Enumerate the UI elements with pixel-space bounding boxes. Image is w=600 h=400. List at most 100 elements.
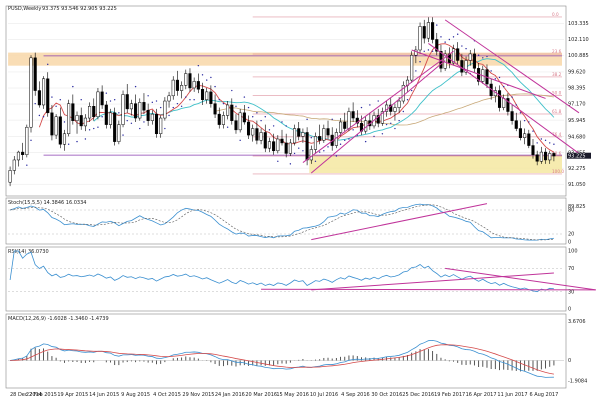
- psar-dot: [47, 63, 49, 66]
- candle-body: [410, 54, 414, 81]
- candle-body: [188, 73, 192, 89]
- candle-body: [309, 149, 313, 161]
- candle: [259, 128, 263, 145]
- candle: [221, 111, 225, 129]
- fib-level-label: 23.6: [552, 49, 562, 54]
- candle: [506, 93, 510, 116]
- candle: [464, 56, 468, 75]
- trend-line: [444, 19, 580, 114]
- candle-body: [159, 117, 163, 135]
- psar-dot: [34, 102, 36, 105]
- psar-dot: [364, 140, 367, 143]
- candle-body: [246, 121, 251, 136]
- candle-body: [96, 91, 100, 117]
- candle-body: [531, 145, 535, 155]
- rsi-label: RSI(14) 36.0730: [8, 249, 49, 255]
- candle: [33, 52, 37, 96]
- candle: [552, 152, 556, 162]
- candle: [431, 17, 435, 44]
- psar-dot: [59, 99, 61, 101]
- psar-dot: [452, 36, 455, 38]
- time-tick-label: 28 Dec 2014: [10, 392, 42, 398]
- candle: [226, 101, 230, 120]
- macd-tick-label: -1.9084: [568, 378, 587, 384]
- candle: [280, 129, 284, 146]
- candle: [263, 124, 267, 153]
- macd-label: MACD(12,26,9) -1.6028 -1.3460 -1.4739: [8, 316, 109, 322]
- candle-body: [108, 112, 113, 125]
- candle-body: [50, 112, 54, 136]
- candle-body: [523, 133, 527, 138]
- candle-body: [339, 121, 343, 133]
- chart-title: PUSD,Weekly: [8, 6, 41, 12]
- stoch-tick-label: 0: [568, 240, 571, 246]
- candle: [167, 91, 171, 108]
- candle-body: [451, 48, 456, 64]
- candle-body: [88, 106, 92, 119]
- psar-dot: [486, 55, 488, 58]
- stoch-panel-frame: [5, 197, 567, 245]
- candle: [276, 135, 280, 154]
- candle: [326, 120, 330, 140]
- candle-body: [322, 128, 326, 141]
- candle-body: [129, 103, 133, 110]
- psar-dot: [239, 139, 241, 142]
- psar-dot: [185, 96, 187, 98]
- psar-dot: [327, 146, 329, 148]
- fib-level-label: 100.0: [552, 169, 564, 174]
- price-tick-label: 91.050: [568, 182, 586, 188]
- candle-body: [192, 81, 196, 89]
- fib-level-label: 61.8: [552, 109, 562, 114]
- psar-dot: [38, 114, 41, 117]
- psar-dot: [30, 139, 32, 142]
- psar-dot: [243, 96, 246, 98]
- candle: [510, 104, 514, 125]
- candle: [209, 85, 213, 108]
- candle-body: [276, 138, 280, 152]
- psar-dot: [302, 150, 304, 152]
- candle: [37, 81, 41, 108]
- psar-dot: [335, 155, 338, 157]
- psar-dot: [323, 150, 325, 152]
- candle-body: [217, 113, 221, 125]
- candle-body: [552, 153, 556, 157]
- candle: [468, 49, 472, 66]
- candle-body: [418, 26, 422, 51]
- psar-dot: [55, 105, 57, 107]
- candle-body: [527, 133, 531, 146]
- fib-level-label: 88.6: [552, 151, 562, 156]
- candle-body: [456, 48, 460, 61]
- candle: [376, 108, 380, 128]
- candle-body: [121, 94, 125, 125]
- psar-dot: [390, 122, 392, 124]
- psar-dot: [256, 112, 258, 114]
- psar-dot: [427, 49, 430, 51]
- time-tick-label: 22 Feb 2015: [26, 392, 57, 398]
- candle: [426, 17, 430, 43]
- candle: [535, 150, 539, 166]
- candle: [192, 77, 196, 92]
- candle-body: [154, 113, 159, 135]
- macd-plot-area: 3.6706 0 -1.9084: [8, 319, 587, 384]
- rsi-tick-label: 0: [568, 307, 571, 313]
- time-tick-label: 19 Feb 2017: [434, 392, 465, 398]
- trend-lines: [302, 19, 580, 174]
- psar-dot: [159, 106, 162, 109]
- candle: [54, 114, 58, 140]
- fib-level-label: 76.4: [552, 132, 562, 137]
- psar-dot: [511, 96, 513, 98]
- candle-body: [175, 79, 179, 91]
- candle-body: [230, 104, 234, 121]
- candle-body: [506, 98, 510, 112]
- psar-dot: [101, 116, 103, 118]
- candle-body: [62, 133, 67, 145]
- candle: [108, 108, 113, 129]
- psar-dot: [226, 126, 229, 128]
- candle-body: [535, 154, 539, 162]
- price-panel-frame: [5, 5, 567, 197]
- macd-panel-frame: [5, 313, 567, 389]
- candle: [138, 98, 142, 121]
- price-tick-label: 102.110: [568, 37, 589, 43]
